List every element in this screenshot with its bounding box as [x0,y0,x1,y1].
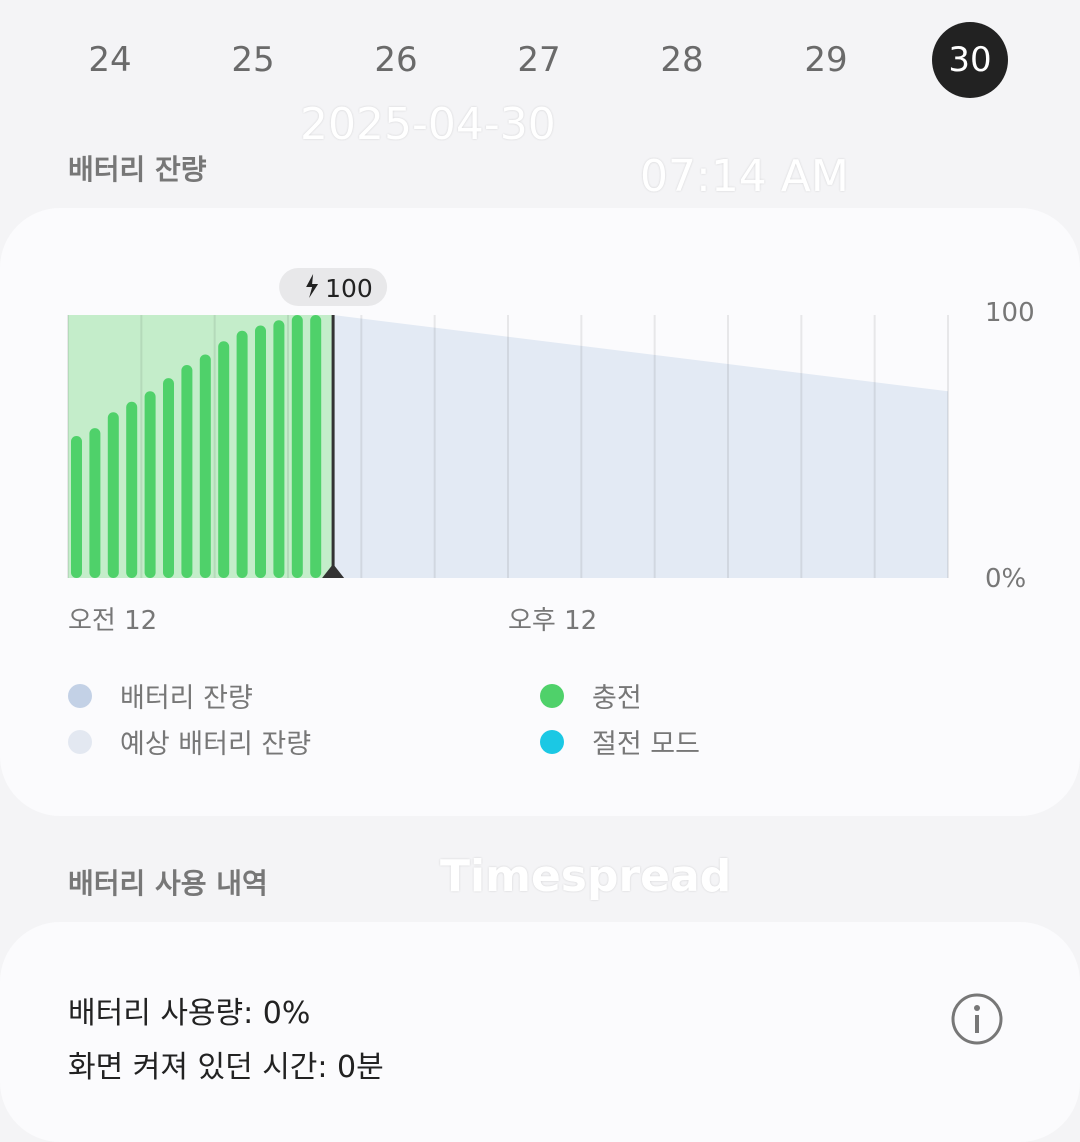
legend-dot [68,683,92,708]
battery-level-title: 배터리 잔량 [68,153,207,186]
legend-dot [540,729,564,754]
battery-chart: 100 [67,268,949,578]
legend-projected: 예상 배터리 잔량 [68,722,311,761]
charging-bar [181,364,193,578]
charging-bar [126,401,138,578]
lightning-bolt-icon [306,274,319,298]
current-level-label: 100 [325,274,373,303]
x-tick-noon: 오후 12 [508,606,598,636]
legend-label: 절전 모드 [592,729,700,760]
day-selector: 24 25 26 27 28 29 30 [0,22,1080,102]
current-time-marker [322,564,345,578]
y-tick-100: 100 [985,298,1035,328]
charging-bar [107,412,119,578]
legend-dot [540,683,564,708]
charging-bar [273,320,285,578]
screen-on-time-text: 화면 켜져 있던 시간: 0분 [68,1050,384,1085]
legend-label: 배터리 잔량 [120,683,253,714]
day-24[interactable]: 24 [88,40,132,80]
legend-label: 충전 [592,683,642,714]
day-29[interactable]: 29 [804,40,848,80]
charging-bar [291,315,303,578]
charging-bar [163,378,174,578]
current-level-badge [279,268,388,306]
info-icon[interactable] [950,992,1004,1046]
watermark-brand: Timespread [440,851,732,902]
projected-area [333,315,949,578]
usage-card [0,922,1080,1142]
charging-bar [89,428,101,578]
watermark-time: 07:14 AM [640,151,849,202]
charging-bar [310,315,322,578]
legend-battery-level: 배터리 잔량 [68,676,253,715]
charging-bar [218,341,230,578]
legend-power-saving: 절전 모드 [540,722,700,761]
charging-bar [144,391,156,578]
legend-charging: 충전 [540,676,642,715]
watermark-date: 2025-04-30 [300,99,556,150]
charging-bar [236,330,248,578]
day-28[interactable]: 28 [660,40,704,80]
x-tick-midnight: 오전 12 [68,606,158,636]
day-27[interactable]: 27 [517,40,561,80]
charging-bar [199,354,211,578]
charging-bar [255,325,266,578]
day-25[interactable]: 25 [231,40,275,80]
legend-dot [68,729,92,754]
day-30-selected[interactable]: 30 [932,22,1008,98]
day-26[interactable]: 26 [374,40,418,80]
legend-label: 예상 배터리 잔량 [120,729,312,760]
y-tick-0: 0% [985,564,1027,594]
charging-bar [71,435,82,578]
battery-usage-text: 배터리 사용량: 0% [68,996,311,1031]
usage-history-title: 배터리 사용 내역 [68,867,268,900]
